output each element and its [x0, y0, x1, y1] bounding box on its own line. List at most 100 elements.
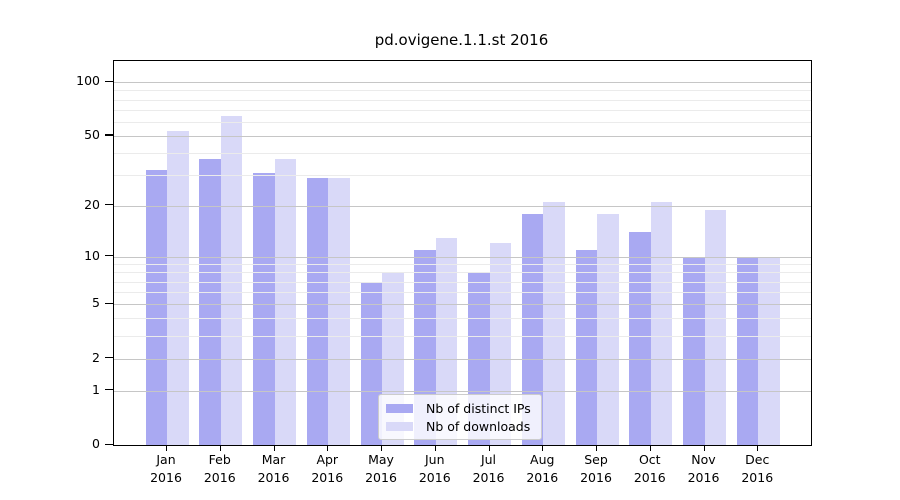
- bar-downloads-dec: [758, 256, 780, 445]
- bar-downloads-sep: [597, 213, 619, 445]
- x-tick-mark-aug: [542, 444, 544, 451]
- bar-downloads-apr: [328, 177, 350, 445]
- month-label: Aug: [530, 452, 555, 467]
- y-tick-label-50: 50: [84, 126, 100, 142]
- bar-downloads-nov: [704, 209, 726, 445]
- x-tick-label-jun: Jun 2016: [403, 451, 467, 487]
- gridline-minor-30: [114, 175, 811, 177]
- x-tick-mark-mar: [273, 444, 275, 451]
- x-tick-label-may: May 2016: [349, 451, 413, 487]
- year-label: 2016: [311, 470, 344, 485]
- gridline-major-50: [114, 135, 811, 137]
- x-tick-label-jul: Jul 2016: [457, 451, 521, 487]
- month-label: Nov: [691, 452, 716, 467]
- gridline-minor-9: [114, 264, 811, 265]
- bar-distinct-ips-may: [360, 281, 382, 445]
- x-tick-mark-may: [381, 444, 383, 451]
- x-tick-label-feb: Feb 2016: [188, 451, 252, 487]
- y-tick-mark-20: [105, 204, 113, 206]
- x-tick-label-mar: Mar 2016: [242, 451, 306, 487]
- bar-downloads-aug: [543, 202, 565, 445]
- legend-swatch-distinct-ips: [386, 403, 413, 413]
- gridline-major-100: [114, 82, 811, 84]
- x-tick-mark-apr: [327, 444, 329, 451]
- gridline-minor-8: [114, 272, 811, 274]
- bar-distinct-ips-dec: [736, 256, 759, 445]
- month-label: Jul: [480, 452, 497, 467]
- bar-distinct-ips-feb: [199, 159, 221, 445]
- bar-distinct-ips-nov: [683, 256, 705, 445]
- x-tick-label-nov: Nov 2016: [672, 451, 736, 487]
- bar-distinct-ips-aug: [521, 213, 544, 445]
- y-tick-label-1: 1: [92, 381, 100, 397]
- y-tick-label-2: 2: [92, 349, 100, 365]
- month-label: Apr: [316, 452, 339, 467]
- bar-downloads-jan: [167, 131, 189, 445]
- month-label: Dec: [745, 452, 770, 467]
- gridline-major-1: [114, 390, 811, 392]
- year-label: 2016: [203, 470, 236, 485]
- year-label: 2016: [687, 470, 720, 485]
- legend-label-downloads: Nb of downloads: [426, 418, 531, 434]
- month-label: May: [368, 452, 394, 467]
- bar-downloads-jun: [435, 237, 458, 445]
- bar-downloads-oct: [650, 202, 673, 445]
- month-label: Jun: [424, 452, 445, 467]
- y-tick-label-20: 20: [84, 196, 100, 212]
- plot-inner: [114, 61, 811, 445]
- legend-swatch-downloads: [386, 421, 413, 431]
- gridline-minor-80: [114, 99, 811, 101]
- x-tick-mark-feb: [219, 444, 221, 451]
- legend-row-downloads: Nb of downloads: [386, 418, 531, 434]
- y-tick-label-100: 100: [76, 73, 100, 89]
- gridline-minor-3: [114, 336, 811, 338]
- x-tick-label-jan: Jan 2016: [134, 451, 198, 487]
- legend-row-distinct-ips: Nb of distinct IPs: [386, 400, 531, 416]
- y-tick-label-0: 0: [92, 436, 100, 451]
- gridline-major-2: [114, 358, 811, 360]
- bar-distinct-ips-mar: [253, 172, 275, 445]
- x-tick-label-dec: Dec 2016: [725, 451, 789, 487]
- gridline-major-10: [114, 256, 811, 258]
- x-tick-label-oct: Oct 2016: [618, 451, 682, 487]
- y-tick-mark-50: [105, 134, 113, 136]
- x-tick-mark-oct: [649, 444, 651, 451]
- month-label: Sep: [584, 452, 608, 467]
- y-tick-mark-100: [105, 80, 113, 82]
- year-label: 2016: [472, 470, 505, 485]
- x-tick-mark-jul: [488, 444, 490, 451]
- plot-area: [113, 60, 812, 446]
- bar-downloads-mar: [274, 159, 296, 445]
- gridline-minor-70: [114, 109, 811, 111]
- month-label: Jan: [156, 452, 176, 467]
- month-label: Oct: [638, 452, 661, 467]
- legend-label-distinct-ips: Nb of distinct IPs: [426, 400, 531, 416]
- month-label: Mar: [261, 452, 286, 467]
- year-label: 2016: [150, 470, 182, 485]
- y-tick-mark-10: [105, 255, 113, 257]
- gridline-minor-90: [114, 90, 811, 92]
- gridline-minor-7: [114, 281, 811, 283]
- gridline-minor-4: [114, 318, 811, 320]
- bar-distinct-ips-apr: [306, 177, 329, 445]
- chart-title: pd.ovigene.1.1.st 2016: [374, 31, 549, 49]
- year-label: 2016: [741, 470, 774, 485]
- year-label: 2016: [633, 470, 666, 485]
- gridline-minor-60: [114, 121, 811, 123]
- y-tick-mark-2: [105, 357, 113, 359]
- bar-distinct-ips-jan: [145, 170, 167, 445]
- x-tick-mark-dec: [757, 444, 759, 451]
- bar-downloads-feb: [220, 115, 243, 445]
- gridline-major-5: [114, 304, 811, 306]
- x-tick-mark-jan: [166, 444, 168, 451]
- bar-distinct-ips-oct: [629, 232, 651, 445]
- month-label: Feb: [208, 452, 231, 467]
- year-label: 2016: [526, 470, 559, 485]
- y-tick-label-10: 10: [84, 247, 100, 263]
- y-tick-label-5: 5: [92, 295, 100, 311]
- x-tick-label-sep: Sep 2016: [564, 451, 628, 487]
- bar-distinct-ips-sep: [575, 249, 597, 445]
- y-tick-mark-1: [105, 389, 113, 391]
- x-tick-mark-nov: [703, 444, 705, 451]
